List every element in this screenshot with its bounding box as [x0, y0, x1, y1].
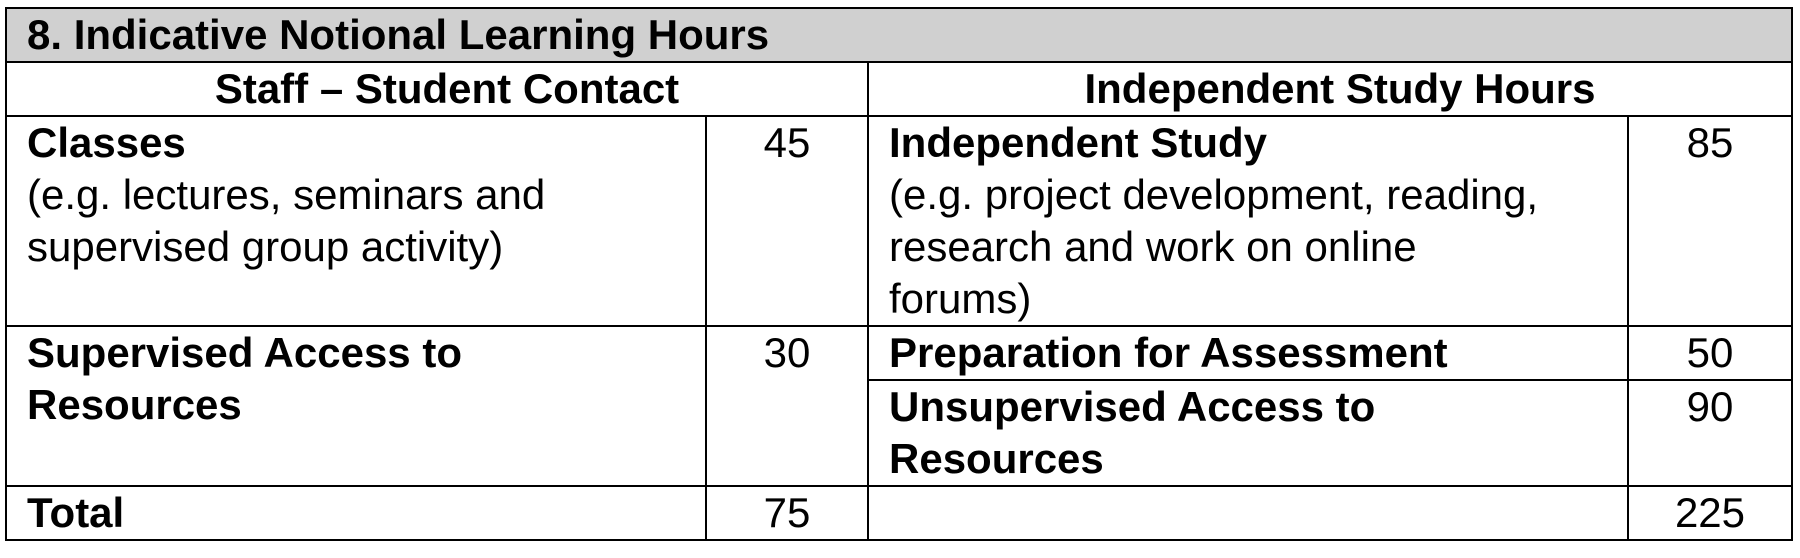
preparation-value: 50 — [1627, 325, 1793, 381]
classes-desc-line1: (e.g. lectures, seminars and — [27, 171, 546, 218]
classes-cell: Classes (e.g. lectures, seminars and sup… — [5, 115, 707, 327]
table-title: 8. Indicative Notional Learning Hours — [5, 7, 1793, 63]
unsupervised-access-label-line2: Resources — [889, 435, 1104, 482]
preparation-label: Preparation for Assessment — [867, 325, 1629, 381]
total-row: Total 75 225 — [5, 485, 1793, 541]
independent-study-label: Independent Study — [889, 119, 1267, 166]
classes-value: 45 — [705, 115, 869, 327]
classes-desc-line2: supervised group activity) — [27, 223, 504, 270]
title-row: 8. Indicative Notional Learning Hours — [5, 7, 1793, 63]
table-row: Classes (e.g. lectures, seminars and sup… — [5, 115, 1793, 327]
supervised-access-label-line2: Resources — [27, 381, 242, 428]
header-row: Staff – Student Contact Independent Stud… — [5, 61, 1793, 117]
total-empty-cell — [867, 485, 1629, 541]
independent-study-desc-line2: research and work on online — [889, 223, 1417, 270]
unsupervised-access-cell: Unsupervised Access to Resources — [867, 379, 1629, 487]
unsupervised-access-label-line1: Unsupervised Access to — [889, 383, 1376, 430]
independent-study-hours-header: Independent Study Hours — [867, 61, 1793, 117]
classes-label: Classes — [27, 119, 186, 166]
learning-hours-table: 8. Indicative Notional Learning Hours St… — [5, 7, 1793, 541]
unsupervised-access-value: 90 — [1627, 379, 1793, 487]
supervised-access-value: 30 — [705, 325, 869, 487]
total-label: Total — [5, 485, 707, 541]
table-row: Unsupervised Access to Resources 90 — [6, 379, 1793, 487]
supervised-access-label-line1: Supervised Access to — [27, 329, 462, 376]
staff-student-contact-header: Staff – Student Contact — [5, 61, 869, 117]
table-row: Supervised Access to Resources 30 Prepar… — [5, 325, 1793, 487]
total-left-value: 75 — [705, 485, 869, 541]
supervised-access-cell: Supervised Access to Resources — [5, 325, 707, 487]
independent-study-value: 85 — [1627, 115, 1793, 327]
independent-study-desc-line3: forums) — [889, 275, 1032, 322]
independent-study-cell: Independent Study (e.g. project developm… — [867, 115, 1629, 327]
independent-study-desc-line1: (e.g. project development, reading, — [889, 171, 1539, 218]
total-right-value: 225 — [1627, 485, 1793, 541]
